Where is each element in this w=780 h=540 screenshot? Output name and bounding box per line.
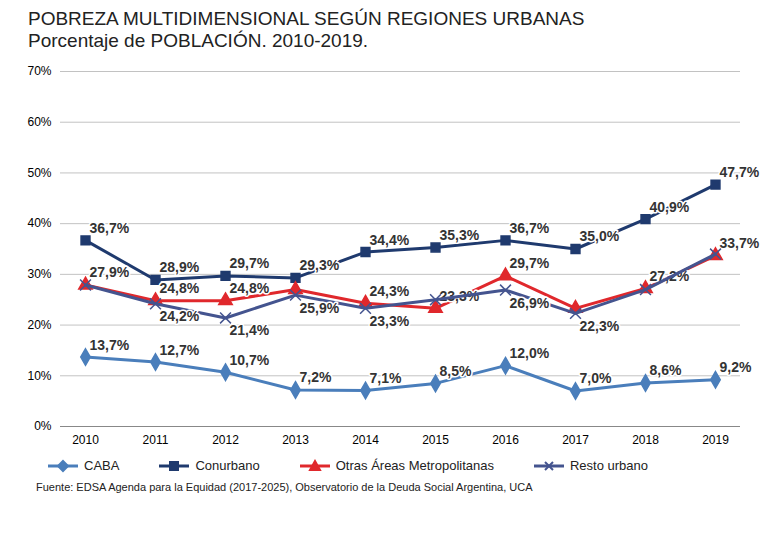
svg-text:25,9%: 25,9% bbox=[300, 300, 340, 316]
svg-text:10,7%: 10,7% bbox=[230, 352, 270, 368]
svg-text:24,8%: 24,8% bbox=[230, 280, 270, 296]
svg-text:29,7%: 29,7% bbox=[230, 255, 270, 271]
svg-text:13,7%: 13,7% bbox=[90, 337, 130, 353]
svg-text:2012: 2012 bbox=[212, 433, 239, 447]
html-text:Conurbano: Conurbano bbox=[195, 458, 260, 473]
svg-text:7,0%: 7,0% bbox=[580, 370, 612, 386]
svg-text:12,0%: 12,0% bbox=[510, 345, 550, 361]
svg-text:70%: 70% bbox=[27, 64, 51, 78]
svg-text:22,3%: 22,3% bbox=[580, 318, 620, 334]
svg-text:27,2%: 27,2% bbox=[649, 268, 690, 284]
html-text:CABA: CABA bbox=[84, 458, 120, 473]
svg-text:30%: 30% bbox=[27, 267, 51, 281]
svg-text:7,1%: 7,1% bbox=[370, 370, 402, 386]
svg-text:2010: 2010 bbox=[72, 433, 99, 447]
svg-text:2016: 2016 bbox=[492, 433, 519, 447]
svg-text:2014: 2014 bbox=[352, 433, 379, 447]
html-text:Otras Áreas Metropolitanas: Otras Áreas Metropolitanas bbox=[335, 458, 494, 473]
svg-text:33,7%: 33,7% bbox=[720, 235, 760, 251]
svg-text:40,9%: 40,9% bbox=[650, 199, 690, 215]
svg-text:47,7%: 47,7% bbox=[720, 164, 760, 180]
svg-text:2013: 2013 bbox=[282, 433, 309, 447]
html-text:Porcentaje de POBLACIÓN. 2010-: Porcentaje de POBLACIÓN. 2010-2019. bbox=[28, 30, 369, 51]
html-text:POBREZA MULTIDIMENSIONAL SEGÚN: POBREZA MULTIDIMENSIONAL SEGÚN REGIONES … bbox=[28, 8, 585, 29]
svg-text:2018: 2018 bbox=[632, 433, 659, 447]
svg-text:12,7%: 12,7% bbox=[160, 342, 200, 358]
svg-text:27,9%: 27,9% bbox=[90, 264, 130, 280]
svg-text:8,6%: 8,6% bbox=[650, 362, 682, 378]
svg-text:40%: 40% bbox=[27, 216, 51, 230]
svg-text:36,7%: 36,7% bbox=[510, 220, 550, 236]
svg-text:10%: 10% bbox=[27, 369, 51, 383]
html-text:Fuente: EDSA Agenda para la Eq: Fuente: EDSA Agenda para la Equidad (201… bbox=[36, 481, 533, 493]
svg-text:23,3%: 23,3% bbox=[370, 313, 410, 329]
svg-text:35,0%: 35,0% bbox=[580, 228, 620, 244]
svg-text:24,3%: 24,3% bbox=[370, 283, 410, 299]
svg-text:50%: 50% bbox=[27, 166, 51, 180]
svg-text:36,7%: 36,7% bbox=[90, 220, 130, 236]
html-text:Resto urbano: Resto urbano bbox=[570, 458, 648, 473]
svg-text:26,9%: 26,9% bbox=[510, 295, 550, 311]
svg-text:34,4%: 34,4% bbox=[370, 232, 410, 248]
svg-text:9,2%: 9,2% bbox=[720, 359, 752, 375]
svg-text:29,7%: 29,7% bbox=[510, 255, 550, 271]
svg-text:0%: 0% bbox=[34, 419, 52, 433]
svg-text:2019: 2019 bbox=[702, 433, 729, 447]
svg-text:2017: 2017 bbox=[562, 433, 589, 447]
svg-text:2015: 2015 bbox=[422, 433, 449, 447]
svg-text:7,2%: 7,2% bbox=[300, 369, 332, 385]
svg-text:20%: 20% bbox=[27, 318, 51, 332]
svg-text:23,3%: 23,3% bbox=[439, 287, 480, 304]
svg-text:24,8%: 24,8% bbox=[160, 280, 200, 296]
svg-text:28,9%: 28,9% bbox=[160, 259, 200, 275]
svg-text:21,4%: 21,4% bbox=[230, 322, 270, 338]
svg-text:35,3%: 35,3% bbox=[440, 227, 480, 243]
svg-text:29,3%: 29,3% bbox=[300, 257, 340, 273]
svg-text:60%: 60% bbox=[27, 115, 51, 129]
svg-text:8,5%: 8,5% bbox=[440, 363, 472, 379]
svg-text:2011: 2011 bbox=[143, 433, 169, 447]
svg-text:24,2%: 24,2% bbox=[160, 308, 200, 324]
